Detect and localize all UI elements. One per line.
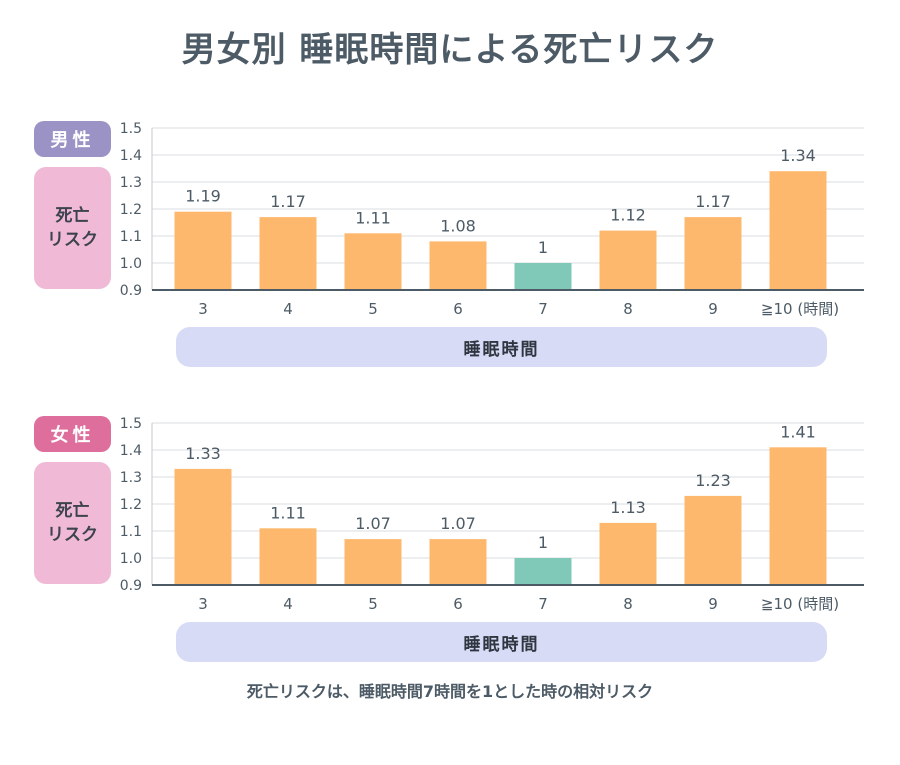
x-tick-label: 6 <box>453 300 463 318</box>
data-label: 1.11 <box>355 208 391 227</box>
data-label: 1.17 <box>270 192 306 211</box>
male-bar-chart: 0.9 1.0 1.1 1.2 1.3 1.4 1.5 1.19 3 1.17 4 1.11 5 1.08… <box>120 121 864 318</box>
x-axis-label: 睡眠時間 <box>176 622 827 662</box>
x-axis-label: 睡眠時間 <box>176 327 827 367</box>
y-tick-label: 1.5 <box>120 121 142 137</box>
y-tick-label: 1.4 <box>120 148 142 164</box>
data-label: 1.17 <box>695 192 731 211</box>
chart-caption: 死亡リスクは、睡眠時間7時間を1とした時の相対リスク <box>246 682 654 701</box>
y-axis-label-line2: リスク <box>47 525 98 545</box>
y-tick-label: 1.3 <box>120 175 142 191</box>
x-tick-label: 7 <box>538 595 548 613</box>
bar <box>514 558 572 585</box>
y-axis-label-line1: 死亡 <box>55 501 90 521</box>
bar <box>769 171 827 290</box>
x-tick-label: 7 <box>538 300 548 318</box>
data-label: 1.11 <box>270 503 306 522</box>
x-tick-label: 8 <box>623 300 633 318</box>
bar <box>174 211 232 290</box>
x-tick-label: 5 <box>368 300 378 318</box>
data-label: 1.07 <box>440 514 476 533</box>
bar <box>259 217 317 290</box>
data-label: 1.33 <box>185 444 221 463</box>
x-tick-label: 9 <box>708 595 718 613</box>
y-tick-label: 1.5 <box>120 416 142 432</box>
y-tick-label: 1.0 <box>120 551 142 567</box>
data-label: 1.23 <box>695 471 731 490</box>
y-axis-label-line1: 死亡 <box>55 206 90 226</box>
data-label: 1.07 <box>355 514 391 533</box>
bar <box>684 495 742 585</box>
bar <box>514 263 572 290</box>
bar <box>599 230 657 290</box>
bar <box>344 539 402 585</box>
y-axis-label-box: 死亡 リスク <box>34 462 111 584</box>
female-badge: 女性 <box>34 416 111 452</box>
y-tick-label: 0.9 <box>120 578 142 594</box>
data-label: 1.41 <box>780 422 816 441</box>
data-label: 1.13 <box>610 498 646 517</box>
x-tick-label: 3 <box>198 595 208 613</box>
x-tick-label: ≧10 (時間) <box>761 595 839 613</box>
data-label: 1.19 <box>185 187 221 206</box>
x-tick-label: 8 <box>623 595 633 613</box>
male-panel: 男性 死亡 リスク 0.9 1.0 1.1 1.2 1.3 1.4 1.5 1.19 3 1.17… <box>0 118 900 378</box>
y-tick-label: 1.1 <box>120 524 142 540</box>
y-tick-label: 1.1 <box>120 229 142 245</box>
female-panel: 女性 死亡 リスク 0.9 1.0 1.1 1.2 1.3 1.4 1.5 1.33 3 1.11… <box>0 413 900 673</box>
bar <box>429 539 487 585</box>
male-badge: 男性 <box>34 121 111 157</box>
y-axis-label-line2: リスク <box>47 230 98 250</box>
data-label: 1 <box>538 238 548 257</box>
data-label: 1.12 <box>610 206 646 225</box>
data-label: 1.08 <box>440 216 476 235</box>
x-tick-label: 6 <box>453 595 463 613</box>
bar <box>174 468 232 585</box>
bar <box>684 217 742 290</box>
female-bar-chart: 0.9 1.0 1.1 1.2 1.3 1.4 1.5 1.33 3 1.11 4 1.07 5 1.07… <box>120 416 864 613</box>
bar <box>259 528 317 585</box>
x-tick-label: 3 <box>198 300 208 318</box>
data-label: 1 <box>538 533 548 552</box>
bar <box>769 447 827 585</box>
bar <box>599 522 657 585</box>
chart-title: 男女別 睡眠時間による死亡リスク <box>181 30 719 70</box>
x-tick-label: ≧10 (時間) <box>761 300 839 318</box>
x-tick-label: 9 <box>708 300 718 318</box>
x-tick-label: 4 <box>283 595 293 613</box>
bar <box>429 241 487 290</box>
y-tick-label: 0.9 <box>120 283 142 299</box>
x-tick-label: 5 <box>368 595 378 613</box>
y-tick-label: 1.0 <box>120 256 142 272</box>
data-label: 1.34 <box>780 146 816 165</box>
x-tick-label: 4 <box>283 300 293 318</box>
y-tick-label: 1.2 <box>120 497 142 513</box>
bar <box>344 233 402 290</box>
y-tick-label: 1.3 <box>120 470 142 486</box>
y-tick-label: 1.2 <box>120 202 142 218</box>
y-axis-label-box: 死亡 リスク <box>34 167 111 289</box>
y-tick-label: 1.4 <box>120 443 142 459</box>
